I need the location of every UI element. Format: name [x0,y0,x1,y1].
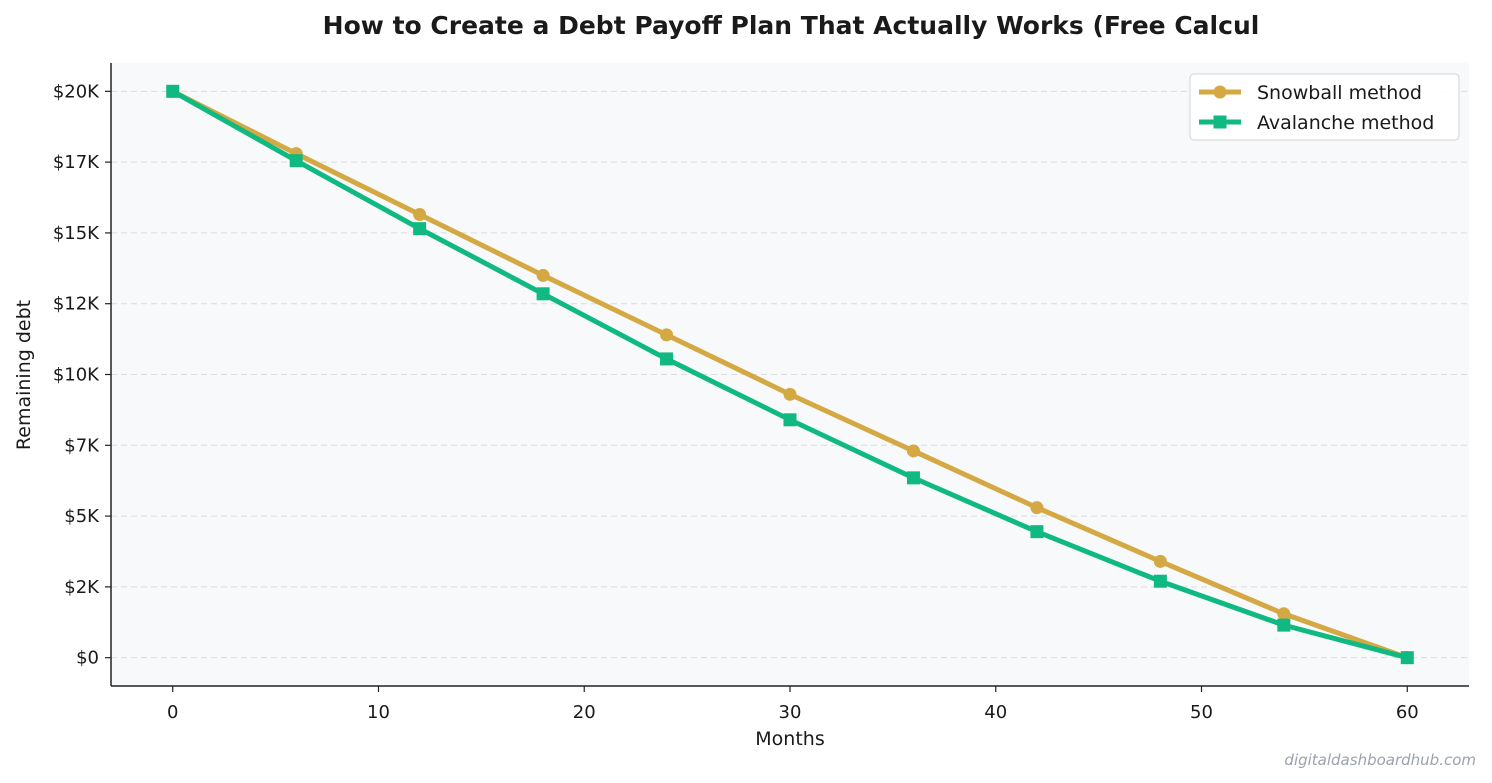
legend: Snowball method Avalanche method [1189,73,1460,141]
data-point [536,268,550,282]
data-point [413,208,427,222]
series-lines [166,84,1414,665]
y-tick-label: $2K [64,577,100,598]
y-tick-label: $10K [53,365,100,386]
x-axis-ticks: 0 10 20 30 40 50 60 [167,686,1419,723]
x-tick-label: 60 [1396,702,1419,723]
data-point [1400,651,1414,665]
data-point [289,154,303,168]
data-point [783,387,797,401]
x-axis-label: Months [755,728,824,750]
data-point [1277,618,1291,632]
data-point [1277,607,1291,621]
x-tick-label: 50 [1190,702,1213,723]
x-tick-label: 0 [167,702,178,723]
y-tick-label: $12K [53,294,100,315]
y-axis-ticks: $0 $2K $5K $7K $10K $12K $15K $17K $20K [53,81,111,669]
x-tick-label: 10 [367,702,390,723]
data-point [536,287,550,301]
x-tick-label: 20 [573,702,596,723]
watermark: digitaldashboardhub.com [1284,751,1476,769]
y-tick-label: $17K [53,152,100,173]
data-point [1030,525,1044,539]
data-point [906,444,920,458]
y-tick-label: $7K [64,435,100,456]
x-tick-label: 40 [984,702,1007,723]
data-point [413,222,427,236]
data-point [166,84,180,98]
data-point [660,328,674,342]
data-point [1153,574,1167,588]
data-point [783,413,797,427]
y-tick-label: $5K [64,506,100,527]
y-axis-label: Remaining debt [13,300,35,450]
legend-swatch-marker [1213,85,1227,99]
legend-label: Avalanche method [1257,112,1434,134]
data-point [1030,501,1044,515]
y-tick-label: $0 [76,648,99,669]
data-point [906,471,920,485]
data-point [660,352,674,366]
y-tick-label: $20K [53,81,100,102]
chart-title: How to Create a Debt Payoff Plan That Ac… [323,11,1260,40]
legend-swatch-marker [1213,115,1227,129]
legend-label: Snowball method [1257,82,1422,104]
x-tick-label: 30 [779,702,802,723]
data-point [1153,554,1167,568]
legend-box [1189,73,1460,141]
y-tick-label: $15K [53,223,100,244]
